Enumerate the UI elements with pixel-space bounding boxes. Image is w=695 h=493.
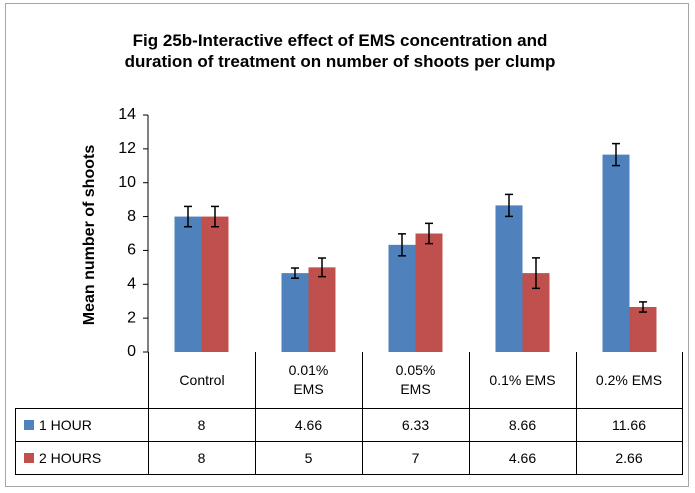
- category-cell: 0.1% EMS: [469, 352, 577, 409]
- error-bar: [532, 257, 540, 290]
- legend-label: 2 HOURS: [39, 449, 102, 466]
- table-value: 6.33: [362, 408, 470, 442]
- bar: [629, 306, 657, 352]
- y-tick-label: 2: [127, 309, 136, 326]
- x-tick-label: 0.2% EMS: [595, 371, 663, 388]
- bar: [602, 154, 630, 352]
- chart-title: Fig 25b-Interactive effect of EMS concen…: [124, 31, 556, 71]
- category-cell: 0.2% EMS: [576, 352, 683, 409]
- legend-cell: 2 HOURS: [15, 441, 149, 475]
- table-value: 4.66: [469, 441, 577, 475]
- y-tick-label: 6: [127, 242, 136, 259]
- y-tick-label: 0: [127, 343, 136, 360]
- error-bar: [318, 257, 326, 278]
- legend-swatch: [24, 420, 34, 430]
- error-bar: [184, 205, 192, 228]
- error-bar: [211, 205, 219, 228]
- x-tick-label: 0.05% EMS: [395, 362, 436, 397]
- table-value: 8: [148, 408, 256, 442]
- y-tick-label: 12: [118, 140, 136, 157]
- error-bar: [291, 267, 299, 279]
- table-value: 4.66: [255, 408, 363, 442]
- category-cell: 0.05% EMS: [362, 352, 470, 409]
- y-tick-label: 4: [127, 276, 136, 293]
- x-tick-label: 0.1% EMS: [489, 371, 556, 388]
- bar: [174, 216, 202, 352]
- table-value: 5: [255, 441, 363, 475]
- bar: [281, 273, 309, 352]
- legend-label: 1 HOUR: [39, 417, 92, 433]
- legend-swatch: [24, 452, 34, 463]
- table-value: 7: [362, 441, 470, 475]
- bar: [201, 216, 229, 352]
- table-value: 8: [148, 441, 256, 475]
- bar: [495, 205, 523, 352]
- table-value: 11.66: [576, 408, 683, 442]
- legend-cell: 1 HOUR: [15, 408, 149, 442]
- bar: [388, 244, 416, 352]
- y-tick-label: 8: [127, 208, 136, 225]
- category-cell: Control: [148, 352, 256, 409]
- x-tick-label: Control: [179, 371, 225, 388]
- error-bar: [505, 193, 513, 218]
- error-bar: [612, 142, 620, 167]
- y-axis-title: Mean number of shoots: [81, 145, 98, 326]
- y-tick-label: 10: [118, 174, 136, 191]
- category-cell: 0.01% EMS: [255, 352, 363, 409]
- error-bar: [398, 233, 406, 257]
- error-bar: [639, 301, 647, 313]
- bar: [415, 233, 443, 352]
- chart-border: [5, 3, 689, 487]
- error-bar: [425, 222, 433, 245]
- bar: [308, 267, 336, 352]
- table-value: 2.66: [576, 441, 683, 475]
- y-tick-label: 14: [118, 106, 136, 123]
- table-value: 8.66: [469, 408, 577, 442]
- x-tick-label: 0.01% EMS: [288, 362, 329, 397]
